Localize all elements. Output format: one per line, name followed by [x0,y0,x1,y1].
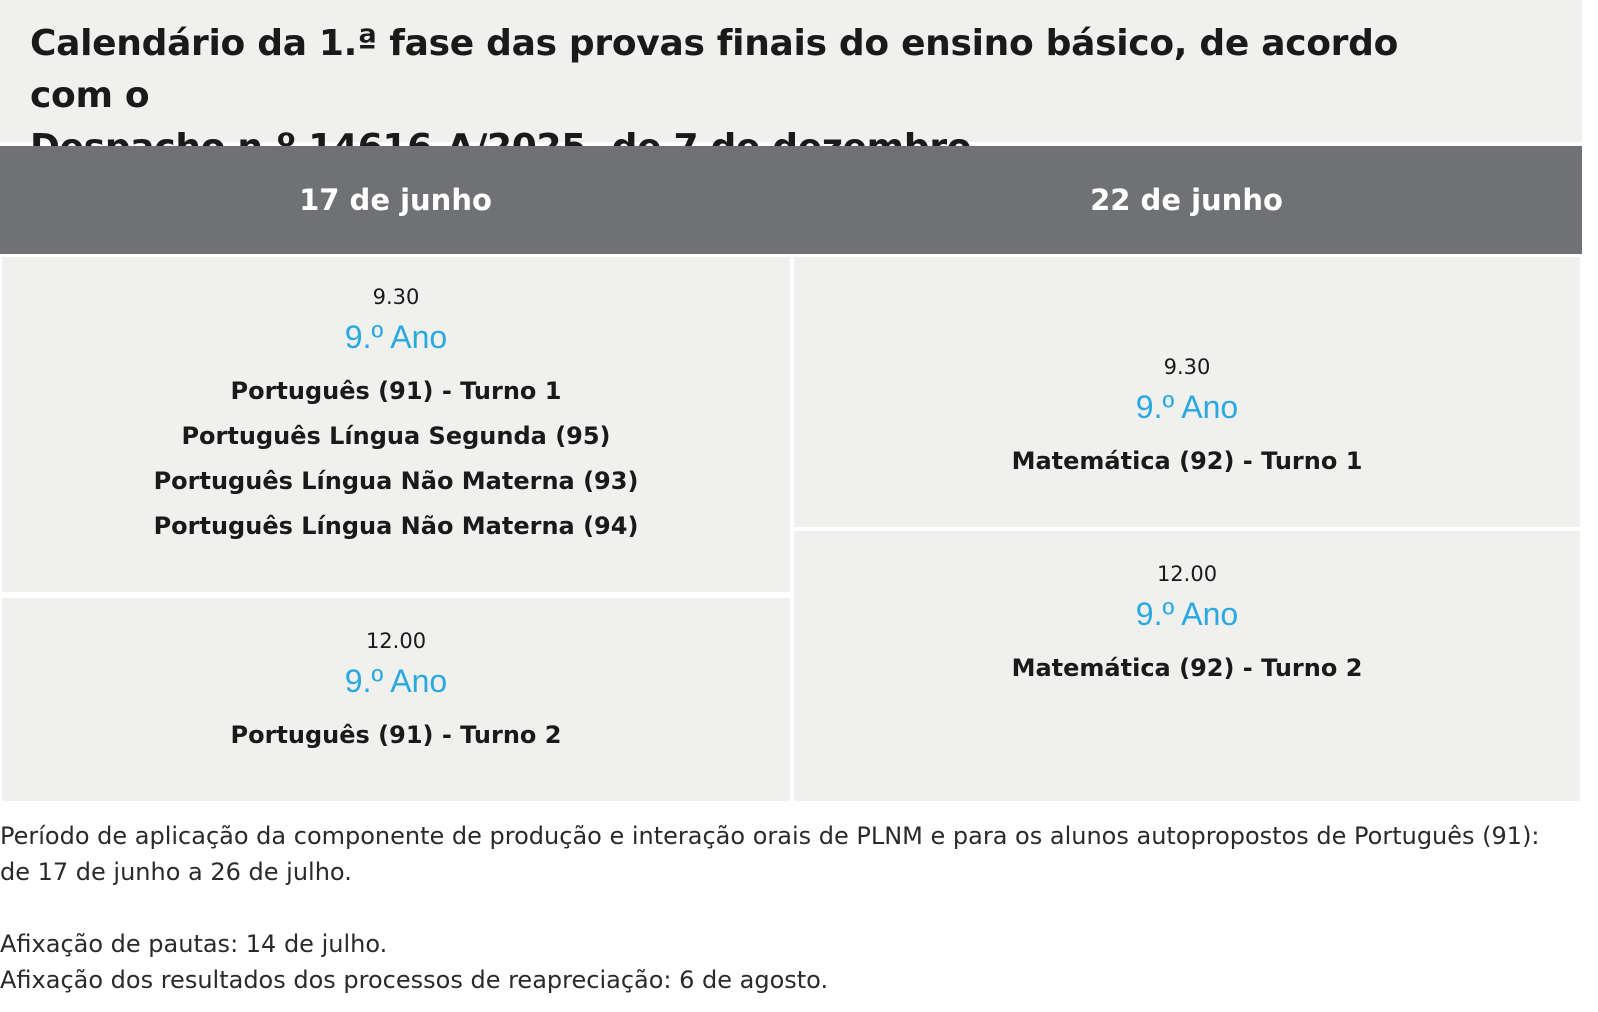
exam-list: Matemática (92) - Turno 1 [1012,439,1363,484]
column-header-17-junho: 17 de junho [299,183,492,217]
time-label: 9.30 [1163,355,1211,379]
time-label: 9.30 [372,285,420,309]
exam-item: Português (91) - Turno 2 [230,721,562,749]
table-header: 17 de junho 22 de junho [0,146,1582,254]
exam-item: Português Língua Não Materna (93) [153,467,639,495]
grade-label: 9.º Ano [1135,389,1239,425]
exam-list: Português (91) - Turno 1 Português Língu… [154,369,639,549]
exam-item: Português Língua Não Materna (94) [153,512,639,540]
title-line-1: Calendário da 1.ª fase das provas finais… [30,23,1399,116]
time-label: 12.00 [1156,562,1218,586]
exam-list: Português (91) - Turno 2 [231,713,562,758]
schedule-cell-17-junho-1200: 12.00 9.º Ano Português (91) - Turno 2 [2,598,790,801]
exam-item: Português (91) - Turno 1 [230,377,562,405]
reapreciacao-note: Afixação dos resultados dos processos de… [0,966,829,994]
footnotes: Período de aplicação da componente de pr… [0,818,1598,998]
period-note-line-1: Período de aplicação da componente de pr… [0,822,1540,850]
note-spacer [0,890,1598,926]
grade-label: 9.º Ano [1135,596,1239,632]
schedule-cell-17-junho-0930: 9.30 9.º Ano Português (91) - Turno 1 Po… [2,257,790,592]
period-note-line-2: de 17 de junho a 26 de julho. [0,858,352,886]
exam-list: Matemática (92) - Turno 2 [1012,646,1363,691]
grade-label: 9.º Ano [344,663,448,699]
column-header-22-junho: 22 de junho [1090,183,1283,217]
title-box: Calendário da 1.ª fase das provas finais… [0,0,1582,168]
pautas-note: Afixação de pautas: 14 de julho. [0,930,388,958]
schedule-cell-22-junho-0930: 9.30 9.º Ano Matemática (92) - Turno 1 [794,257,1580,527]
time-label: 12.00 [365,629,427,653]
exam-item: Matemática (92) - Turno 1 [1011,447,1363,475]
grade-label: 9.º Ano [344,319,448,355]
exam-item: Matemática (92) - Turno 2 [1011,654,1363,682]
exam-item: Português Língua Segunda (95) [181,422,611,450]
schedule-cell-22-junho-1200: 12.00 9.º Ano Matemática (92) - Turno 2 [794,531,1580,801]
